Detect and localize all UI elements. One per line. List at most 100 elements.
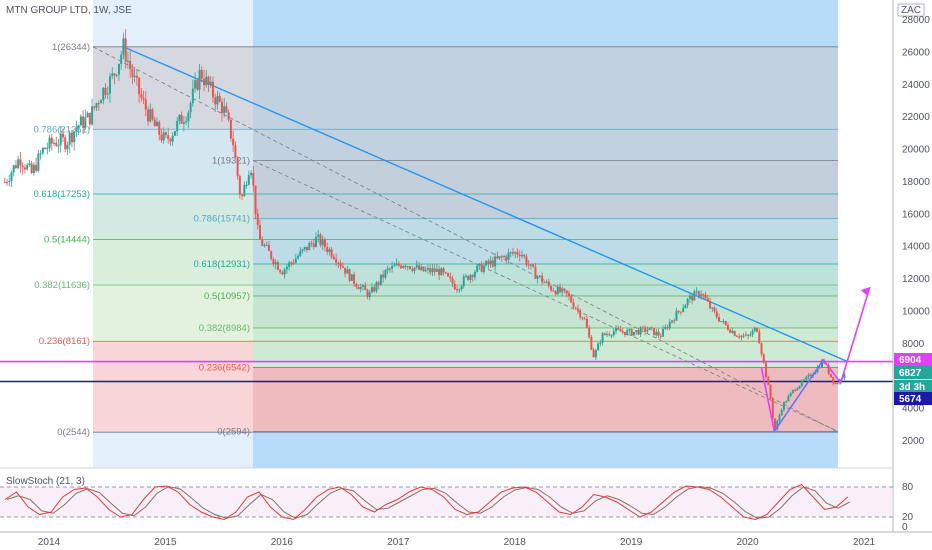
candle-up xyxy=(778,415,781,422)
candle-down xyxy=(832,377,835,384)
candle-up xyxy=(126,60,129,62)
candle-up xyxy=(413,267,416,271)
candle-up xyxy=(498,256,501,259)
candle-up xyxy=(182,122,185,124)
candle-down xyxy=(203,78,206,86)
candle-up xyxy=(514,252,517,254)
candle-up xyxy=(120,54,123,64)
candle-down xyxy=(829,373,832,378)
candle-up xyxy=(601,333,604,343)
candle-down xyxy=(718,317,721,322)
candle-down xyxy=(35,164,38,171)
candle-down xyxy=(140,94,143,98)
candle-down xyxy=(653,327,656,336)
candle-up xyxy=(814,372,817,375)
candle-down xyxy=(834,383,837,385)
candle-down xyxy=(323,239,326,248)
candle-down xyxy=(769,385,772,399)
candle-down xyxy=(290,262,293,264)
candle-down xyxy=(229,119,232,139)
trend-lines xyxy=(92,46,848,433)
stoch-band xyxy=(0,487,893,517)
candle-down xyxy=(220,101,223,114)
time-tick-label: 2014 xyxy=(38,537,61,548)
price-tag-text: 6827 xyxy=(899,368,922,379)
candle-down xyxy=(279,269,282,273)
candle-up xyxy=(328,249,331,252)
fib-right-band xyxy=(253,295,838,328)
candle-up xyxy=(720,321,723,323)
fib-right-band xyxy=(253,160,838,219)
candle-up xyxy=(346,269,349,274)
pattern-drawing xyxy=(760,286,871,434)
price-tick-label: 24000 xyxy=(902,80,930,91)
candle-down xyxy=(637,330,640,335)
candle-up xyxy=(682,308,685,312)
stoch-tick-label: 0 xyxy=(902,522,908,533)
candle-up xyxy=(431,268,434,273)
candle-down xyxy=(30,163,33,173)
candle-down xyxy=(422,266,425,272)
currency-label: ZAC xyxy=(901,5,921,16)
candle-down xyxy=(225,106,228,113)
candle-up xyxy=(283,269,286,275)
price-tick-label: 2000 xyxy=(902,436,925,447)
candle-up xyxy=(458,289,461,291)
candle-up xyxy=(635,330,638,332)
candle-up xyxy=(303,246,306,250)
candle-down xyxy=(97,103,100,105)
candle-down xyxy=(729,329,732,333)
candle-down xyxy=(773,418,776,430)
candle-down xyxy=(451,278,454,284)
candle-down xyxy=(417,265,420,270)
candle-up xyxy=(223,106,226,114)
candle-down xyxy=(196,80,199,90)
candle-down xyxy=(429,268,432,273)
fib-left-label: 0.236(8161) xyxy=(39,336,90,347)
candle-up xyxy=(740,335,743,338)
stoch-k-line xyxy=(4,483,849,521)
price-tick-label: 18000 xyxy=(902,177,930,188)
candle-down xyxy=(572,302,575,308)
candle-down xyxy=(397,263,400,266)
candle-up xyxy=(274,262,277,265)
candle-up xyxy=(785,401,788,403)
price-tick-label: 16000 xyxy=(902,209,930,220)
candle-up xyxy=(606,334,609,336)
fib-right-band xyxy=(253,367,838,432)
candle-up xyxy=(263,245,266,247)
candle-down xyxy=(169,138,172,142)
price-tag-box xyxy=(894,392,932,405)
time-tick-label: 2017 xyxy=(387,537,410,548)
candle-down xyxy=(82,116,85,128)
candle-down xyxy=(335,258,338,263)
candle-down xyxy=(306,246,309,251)
candle-down xyxy=(487,260,490,265)
candle-up xyxy=(688,295,691,300)
candle-down xyxy=(679,311,682,313)
candle-up xyxy=(117,63,120,75)
candle-down xyxy=(218,95,221,102)
candle-up xyxy=(321,239,324,246)
candle-up xyxy=(684,304,687,309)
candle-down xyxy=(585,318,588,328)
candle-up xyxy=(75,128,78,132)
candle-up xyxy=(205,76,208,86)
candle-up xyxy=(711,307,714,309)
candle-down xyxy=(50,137,53,144)
price-tag-box xyxy=(894,353,932,366)
candle-down xyxy=(19,159,22,166)
candle-down xyxy=(724,321,727,325)
candle-up xyxy=(245,184,248,186)
candle-up xyxy=(520,254,523,257)
candle-down xyxy=(570,296,573,303)
time-tick-label: 2021 xyxy=(853,537,876,548)
candle-down xyxy=(516,252,519,255)
candle-down xyxy=(366,290,369,298)
candle-up xyxy=(485,260,488,266)
fib-right-label: 0.618(12931) xyxy=(193,259,250,270)
candle-down xyxy=(447,273,450,277)
candle-up xyxy=(162,132,165,141)
candle-up xyxy=(628,329,631,331)
